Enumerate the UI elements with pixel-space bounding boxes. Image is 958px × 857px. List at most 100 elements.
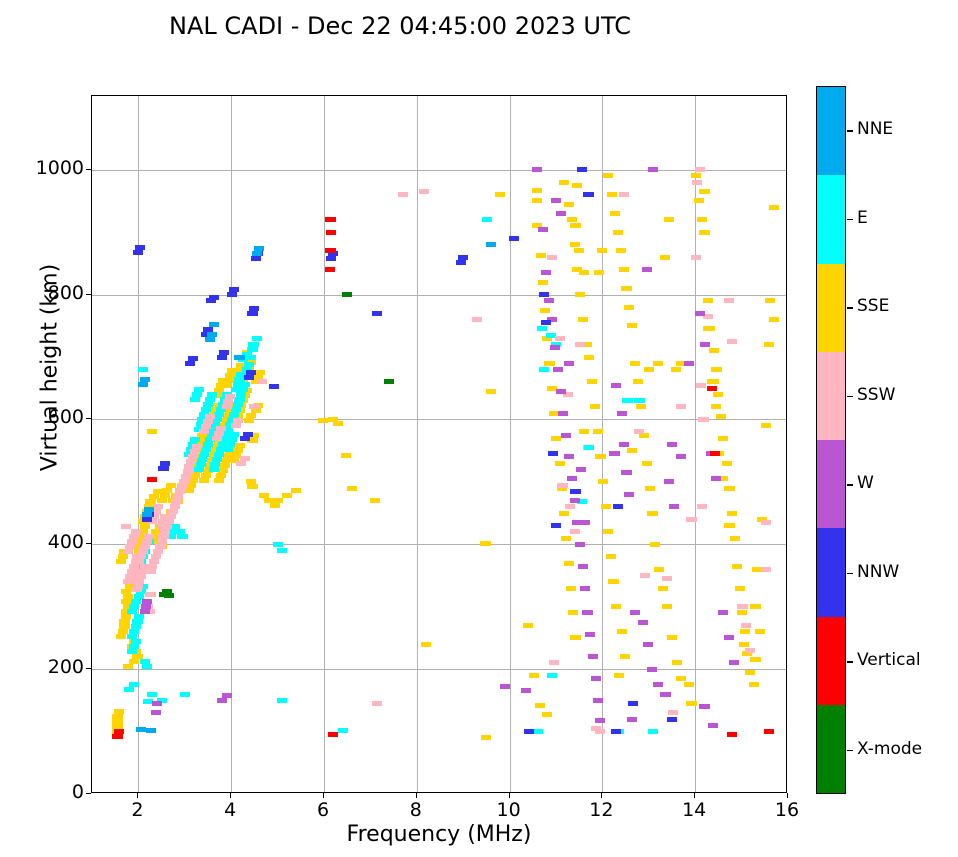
scatter-point (228, 431, 240, 437)
x-tick-mark (694, 793, 696, 798)
scatter-point (709, 451, 720, 457)
colorbar-label: SSW (857, 384, 896, 405)
scatter-point (160, 460, 171, 466)
scatter-point (223, 426, 234, 432)
scatter-point (201, 446, 212, 452)
scatter-point (117, 629, 128, 635)
scatter-point (703, 298, 714, 304)
scatter-point (708, 379, 719, 385)
scatter-point (133, 584, 144, 590)
scatter-point (139, 659, 150, 665)
scatter-point (230, 386, 241, 392)
scatter-point (152, 549, 163, 555)
scatter-point (291, 488, 302, 494)
scatter-point (126, 634, 137, 640)
scatter-point (225, 408, 236, 414)
scatter-point (177, 534, 188, 540)
scatter-point (627, 448, 638, 454)
scatter-point (585, 632, 596, 638)
scatter-point (217, 468, 228, 474)
scatter-point (421, 641, 432, 647)
scatter-point (158, 534, 169, 540)
scatter-point (570, 635, 581, 641)
scatter-point (544, 360, 555, 366)
scatter-point (216, 354, 227, 360)
scatter-point (205, 298, 216, 304)
scatter-point (648, 167, 659, 173)
scatter-point (249, 305, 260, 311)
scatter-point (550, 523, 562, 528)
scatter-point (132, 654, 143, 660)
scatter-point (112, 719, 123, 725)
scatter-point (189, 396, 201, 402)
scatter-point (547, 317, 558, 322)
scatter-point (676, 676, 687, 681)
scatter-point (646, 666, 657, 672)
scatter-point (230, 423, 241, 429)
scatter-point (147, 564, 158, 570)
scatter-point (113, 709, 124, 715)
scatter-point (136, 534, 147, 540)
scatter-point (206, 332, 217, 337)
scatter-point (134, 559, 145, 565)
scatter-point (683, 360, 694, 366)
scatter-point (225, 373, 236, 379)
scatter-point (119, 624, 130, 630)
scatter-point (618, 267, 629, 273)
scatter-point (598, 479, 609, 485)
scatter-point (184, 464, 195, 470)
scatter-point (543, 298, 554, 304)
scatter-point (594, 717, 605, 723)
scatter-point (223, 453, 234, 459)
scatter-point (639, 432, 650, 438)
scatter-point (169, 504, 180, 510)
scatter-point (577, 317, 588, 322)
scatter-point (611, 729, 622, 735)
colorbar-label: W (857, 473, 874, 494)
scatter-point (128, 681, 139, 687)
scatter-point (227, 403, 238, 409)
scatter-point (644, 485, 655, 491)
scatter-point (724, 485, 735, 491)
scatter-point (240, 455, 251, 461)
scatter-point (199, 438, 210, 444)
scatter-point (572, 182, 583, 188)
scatter-point (686, 701, 697, 706)
scatter-point (149, 559, 160, 565)
scatter-point (272, 541, 283, 547)
scatter-point (616, 410, 627, 416)
scatter-point (579, 519, 590, 525)
scatter-point (608, 579, 619, 585)
scatter-point (180, 474, 191, 480)
scatter-point (202, 419, 214, 425)
scatter-point (739, 641, 750, 647)
x-tick-mark (323, 793, 324, 798)
colorbar-label: Vertical (857, 650, 921, 671)
scatter-point (128, 534, 139, 540)
scatter-point (206, 391, 217, 397)
gridline-vertical (602, 96, 604, 792)
scatter-point (147, 519, 158, 525)
scatter-point (210, 461, 221, 467)
scatter-point (121, 524, 132, 530)
scatter-point (537, 326, 548, 332)
scatter-point (566, 476, 577, 482)
gridline-vertical (416, 96, 418, 792)
scatter-point (342, 292, 353, 297)
scatter-point (193, 466, 204, 472)
scatter-point (528, 672, 539, 678)
scatter-point (724, 523, 735, 528)
scatter-point (126, 649, 137, 655)
scatter-point (541, 335, 552, 341)
scatter-point (238, 357, 249, 362)
scatter-point (561, 535, 572, 541)
scatter-point (727, 510, 738, 516)
scatter-point (152, 504, 163, 510)
scatter-point (554, 335, 565, 341)
scatter-point (130, 639, 141, 645)
x-tick-label: 10 (496, 799, 521, 821)
scatter-point (232, 418, 243, 424)
scatter-point (121, 609, 132, 615)
scatter-point (236, 372, 247, 377)
scatter-point (186, 483, 197, 489)
